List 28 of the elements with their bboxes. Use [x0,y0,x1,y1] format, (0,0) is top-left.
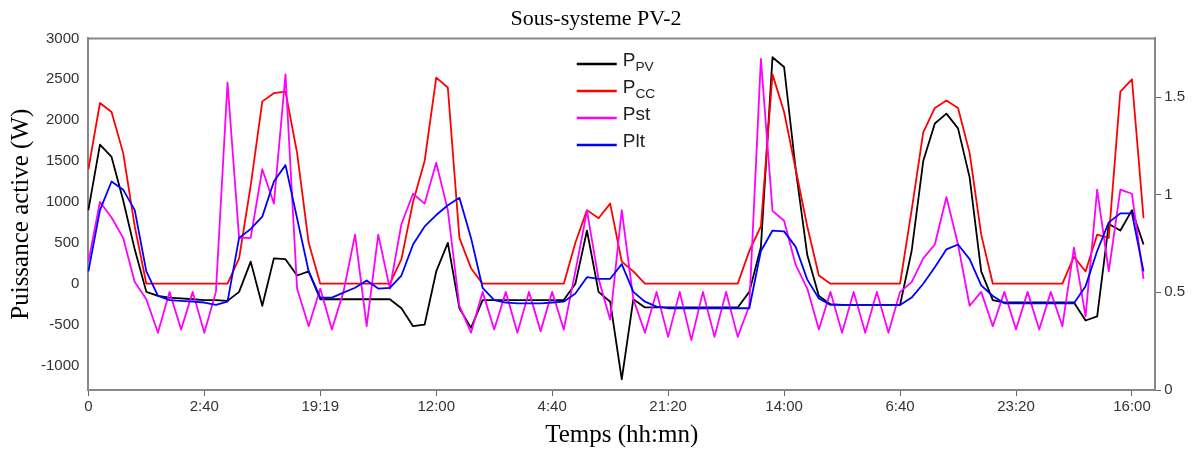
x-tick-label: 21:20 [649,397,687,415]
y-tick-label: -500 [49,314,80,332]
legend-label: Pst [622,103,651,125]
x-axis-title: Temps (hh:mn) [545,419,699,448]
y-tick-label: 2500 [45,69,80,87]
x-tick-label: 0 [84,397,93,415]
y2-tick-label: 0.5 [1164,282,1186,300]
y2-tick-label: 1 [1164,184,1173,202]
x-tick-label: 14:00 [765,397,803,415]
y-tick-label: 500 [54,232,80,250]
chart-title: Sous-systeme PV-2 [510,4,682,30]
y-axis-title: Puissance active (W) [5,108,34,320]
y2-tick-label: 1.5 [1164,87,1186,105]
legend-label: Plt [622,130,646,152]
x-tick-label: 6:40 [885,397,915,415]
y2-tick-label: 0 [1164,380,1173,398]
x-tick-label: 4:40 [537,397,567,415]
y-tick-label: 1000 [45,192,80,210]
y-tick-label: 2000 [45,110,80,128]
y-tick-label: 3000 [45,28,80,46]
y-tick-label: 0 [71,273,80,291]
x-tick-label: 19:19 [301,397,340,415]
x-tick-label: 23:20 [997,397,1035,415]
x-tick-label: 16:00 [1113,397,1151,415]
x-tick-label: 12:00 [417,397,455,415]
x-tick-label: 2:40 [189,397,219,415]
y-tick-label: 1500 [45,151,80,169]
y-tick-label: -1000 [40,355,80,373]
